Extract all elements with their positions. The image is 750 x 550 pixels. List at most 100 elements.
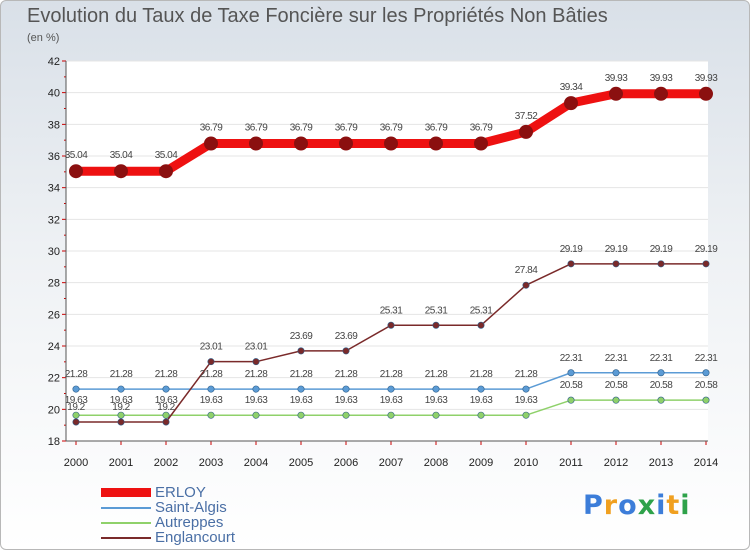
- data-point: [387, 385, 395, 393]
- chart-title: Evolution du Taux de Taxe Foncière sur l…: [27, 5, 608, 27]
- x-tick-label: 2012: [604, 457, 628, 469]
- data-point: [432, 411, 440, 419]
- data-point: [294, 136, 308, 151]
- data-label: 19.2: [112, 402, 130, 413]
- y-tick-label: 28: [48, 278, 60, 290]
- data-label: 19.63: [515, 395, 538, 406]
- y-tick-label: 20: [48, 404, 60, 416]
- data-label: 22.31: [695, 353, 718, 364]
- y-tick-label: 34: [48, 183, 60, 195]
- data-point: [342, 347, 350, 355]
- data-label: 36.79: [245, 122, 268, 133]
- data-label: 35.04: [155, 150, 178, 161]
- data-label: 29.19: [650, 244, 673, 255]
- legend-swatch: [101, 507, 151, 509]
- data-point: [657, 396, 665, 404]
- data-label: 20.58: [695, 380, 718, 391]
- y-tick-label: 24: [48, 341, 60, 353]
- data-label: 22.31: [560, 353, 583, 364]
- legend: ERLOY Saint-Algis Autreppes Englancourt: [101, 484, 301, 546]
- data-label: 19.63: [245, 395, 268, 406]
- data-point: [519, 124, 533, 139]
- data-point: [72, 418, 80, 426]
- data-label: 21.28: [515, 369, 538, 380]
- data-point: [207, 411, 215, 419]
- data-label: 27.84: [515, 265, 538, 276]
- data-label: 19.63: [425, 395, 448, 406]
- data-label: 29.19: [560, 244, 583, 255]
- x-tick-label: 2013: [649, 457, 673, 469]
- data-point: [702, 260, 710, 268]
- data-point: [477, 321, 485, 329]
- data-point: [522, 411, 530, 419]
- data-label: 23.69: [335, 331, 358, 342]
- data-label: 36.79: [425, 122, 448, 133]
- data-point: [387, 321, 395, 329]
- data-point: [567, 396, 575, 404]
- data-label: 36.79: [200, 122, 223, 133]
- logo-letter: t: [666, 490, 681, 521]
- legend-label: Autreppes: [155, 514, 224, 531]
- data-label: 21.28: [290, 369, 313, 380]
- y-tick-label: 18: [48, 436, 60, 448]
- y-tick-label: 36: [48, 151, 60, 163]
- logo-letter: i: [656, 490, 667, 521]
- legend-swatch: [101, 537, 151, 539]
- proxiti-logo: Proxiti: [583, 490, 691, 521]
- data-point: [429, 136, 443, 151]
- data-label: 36.79: [290, 122, 313, 133]
- data-label: 21.28: [65, 369, 88, 380]
- data-label: 19.63: [110, 395, 133, 406]
- legend-item: ERLOY: [101, 484, 301, 501]
- y-tick-label: 22: [48, 373, 60, 385]
- data-label: 19.63: [200, 395, 223, 406]
- data-label: 19.2: [67, 402, 85, 413]
- data-point: [297, 347, 305, 355]
- data-label: 20.58: [605, 380, 628, 391]
- x-tick-label: 2003: [199, 457, 223, 469]
- data-label: 21.28: [245, 369, 268, 380]
- data-point: [162, 418, 170, 426]
- data-label: 19.2: [157, 402, 175, 413]
- data-point: [252, 411, 260, 419]
- y-tick-label: 42: [48, 56, 60, 68]
- data-point: [699, 86, 713, 101]
- data-point: [654, 86, 668, 101]
- data-point: [342, 411, 350, 419]
- data-point: [207, 385, 215, 393]
- data-label: 36.79: [335, 122, 358, 133]
- legend-swatch: [101, 488, 151, 497]
- data-point: [117, 411, 125, 419]
- data-label: 39.93: [605, 73, 628, 84]
- x-tick-label: 2007: [379, 457, 403, 469]
- y-tick-label: 40: [48, 88, 60, 100]
- data-point: [204, 136, 218, 151]
- data-point: [522, 385, 530, 393]
- data-point: [567, 260, 575, 268]
- data-label: 19.63: [65, 395, 88, 406]
- logo-letter: o: [618, 490, 638, 521]
- logo-letter: i: [680, 490, 691, 521]
- data-point: [387, 411, 395, 419]
- data-point: [522, 281, 530, 289]
- data-label: 29.19: [605, 244, 628, 255]
- data-label: 37.52: [515, 111, 538, 122]
- chart-subtitle: (en %): [27, 32, 60, 44]
- y-tick-label: 32: [48, 214, 60, 226]
- data-point: [474, 136, 488, 151]
- data-point: [702, 396, 710, 404]
- data-point: [69, 164, 83, 179]
- data-label: 35.04: [65, 150, 88, 161]
- data-label: 21.28: [200, 369, 223, 380]
- data-label: 23.01: [200, 342, 223, 353]
- data-label: 21.28: [425, 369, 448, 380]
- legend-label: ERLOY: [155, 484, 206, 501]
- data-label: 20.58: [650, 380, 673, 391]
- legend-label: Englancourt: [155, 529, 236, 546]
- data-point: [162, 411, 170, 419]
- x-tick-label: 2011: [559, 457, 583, 469]
- y-tick-label: 38: [48, 119, 60, 131]
- logo-letter: P: [583, 490, 604, 521]
- legend-swatch: [101, 522, 151, 524]
